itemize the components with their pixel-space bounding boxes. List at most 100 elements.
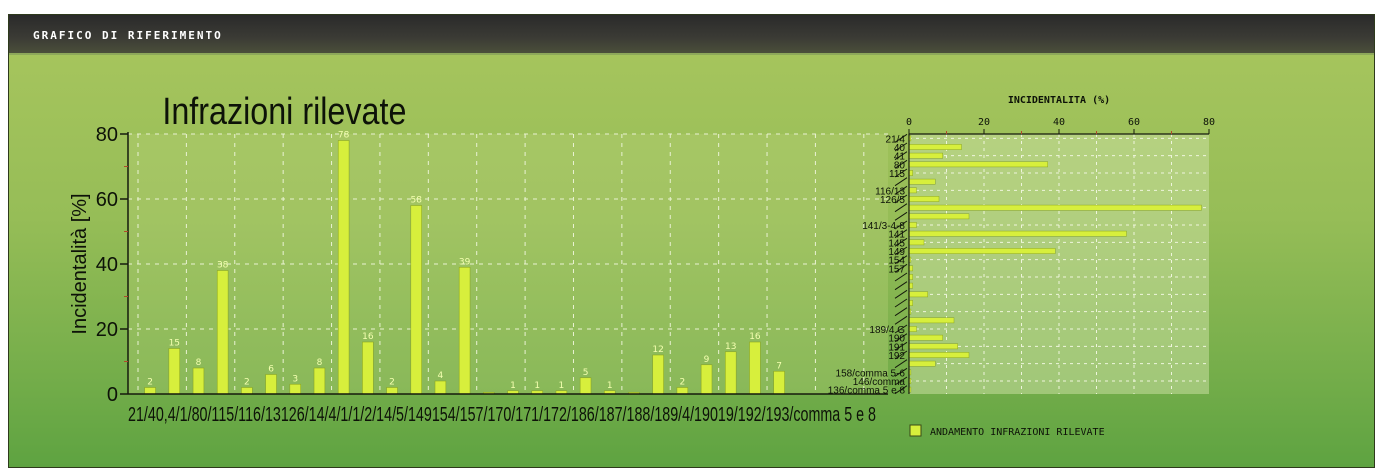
right-category-tick	[894, 229, 908, 239]
right-axes: 0 20 40 60 80	[906, 117, 1215, 394]
left-y-axis-label: Incidentalità [%]	[69, 193, 91, 334]
left-data-label: 8	[317, 358, 323, 368]
right-bar-41	[908, 152, 943, 159]
right-category-tick	[894, 307, 908, 317]
right-category-tick	[894, 359, 908, 369]
right-bar-126/5	[908, 196, 940, 202]
right-bar-188	[908, 317, 955, 324]
left-bar-193	[749, 341, 761, 395]
left-data-label: 9	[704, 355, 710, 365]
left-bar-190	[676, 387, 689, 395]
right-x-tick-label: 40	[1053, 117, 1065, 128]
left-data-label: 38	[217, 261, 229, 271]
left-data-label: 7	[776, 361, 782, 371]
right-bar-141/11	[908, 213, 970, 220]
right-bar-149	[908, 248, 1056, 254]
right-x-tick-label: 20	[978, 117, 990, 128]
right-bar-141/3	[908, 204, 1202, 211]
right-category-label: 146/comma	[853, 377, 906, 388]
left-data-label: 4	[438, 371, 444, 381]
left-y-tick-label: 0	[107, 384, 118, 406]
right-category-tick	[894, 272, 908, 282]
left-bar-189/4	[652, 354, 664, 395]
right-category-tick	[894, 177, 908, 187]
left-data-label: 13	[725, 342, 736, 352]
right-bar-190	[908, 334, 943, 341]
right-category-tick	[894, 237, 908, 247]
right-bar-116	[908, 178, 936, 185]
right-category-label: 136/comma 5 e 8	[828, 386, 906, 397]
right-category-tick	[894, 220, 908, 230]
right-category-tick	[894, 385, 908, 395]
right-category-label: 116/13	[875, 186, 905, 197]
right-category-tick	[894, 341, 908, 351]
right-category-label: 190	[888, 334, 905, 345]
right-category-tick	[894, 168, 908, 178]
left-bar-149	[434, 380, 447, 395]
right-category-tick	[894, 324, 908, 334]
left-data-label: 3	[292, 374, 298, 384]
left-data-label: 1	[534, 381, 540, 391]
legend-label: ANDAMENTO INFRAZIONI RILEVATE	[930, 427, 1105, 438]
left-axes: 0 20 40 60 80	[96, 124, 888, 406]
left-data-label: 2	[389, 378, 395, 388]
left-data-label: 2	[679, 378, 685, 388]
right-bar-40	[908, 144, 962, 150]
right-bar-172	[908, 291, 928, 298]
left-bar-40	[168, 348, 181, 395]
right-category-tick	[894, 246, 908, 256]
left-bar-141/11	[362, 341, 374, 395]
right-category-label: 40	[894, 143, 906, 154]
left-bar-115	[241, 387, 253, 395]
left-data-label: 16	[749, 332, 761, 342]
left-y-tick-label: 20	[96, 319, 118, 341]
left-bar-126	[313, 367, 326, 395]
right-category-label: 149	[888, 247, 905, 258]
right-category-tick	[894, 376, 908, 386]
left-gridlines	[128, 133, 888, 394]
left-data-label: 12	[652, 345, 663, 355]
left-data-label: 1	[607, 381, 613, 391]
right-bar-193	[908, 360, 936, 367]
right-horizontal-bar-chart: 0 20 40 60 80 21/4404180115116/13126/5141141…	[828, 95, 1215, 438]
right-category-tick	[894, 281, 908, 291]
left-chart-title: Infrazioni rilevate	[162, 91, 406, 133]
right-category-tick	[894, 350, 908, 360]
right-category-label: 158/comma 5-6	[836, 368, 906, 379]
right-category-tick	[894, 333, 908, 343]
right-category-tick	[894, 315, 908, 325]
right-bar-142	[908, 230, 1127, 237]
right-x-tick-label: 0	[906, 117, 912, 128]
left-data-label: 6	[268, 365, 274, 375]
left-y-tick-label: 40	[96, 254, 118, 276]
left-data-label: 1	[510, 381, 516, 391]
left-y-tick-label: 60	[96, 189, 118, 211]
left-x-tick-labels: 21/40,4/1/80/115/116/13126/14/4/1/1/2/14…	[128, 404, 876, 426]
right-category-label: 126/5	[880, 195, 905, 206]
right-category-label: 145	[888, 238, 905, 249]
left-data-label: 2	[244, 378, 250, 388]
right-category-tick	[894, 185, 908, 195]
right-x-tick-label: 60	[1128, 117, 1140, 128]
right-category-label: 154	[888, 256, 905, 267]
right-category-label: 191	[888, 342, 905, 353]
left-bar-80	[216, 270, 229, 395]
right-category-tick	[894, 194, 908, 204]
right-bar-191	[908, 343, 958, 350]
legend-swatch	[909, 424, 922, 437]
right-category-tick	[894, 255, 908, 265]
left-data-label: 2	[147, 378, 153, 388]
left-bar-21/4	[144, 387, 156, 395]
right-category-tick	[894, 133, 908, 143]
right-category-tick	[894, 263, 908, 273]
left-bar-141/3	[337, 140, 350, 395]
right-category-tick	[894, 211, 908, 221]
left-bar-191	[700, 364, 713, 395]
right-category-tick	[894, 367, 908, 377]
left-bar-145	[410, 205, 422, 395]
right-category-label: 141/3-4-8	[862, 221, 905, 232]
left-bar-186	[579, 377, 592, 395]
